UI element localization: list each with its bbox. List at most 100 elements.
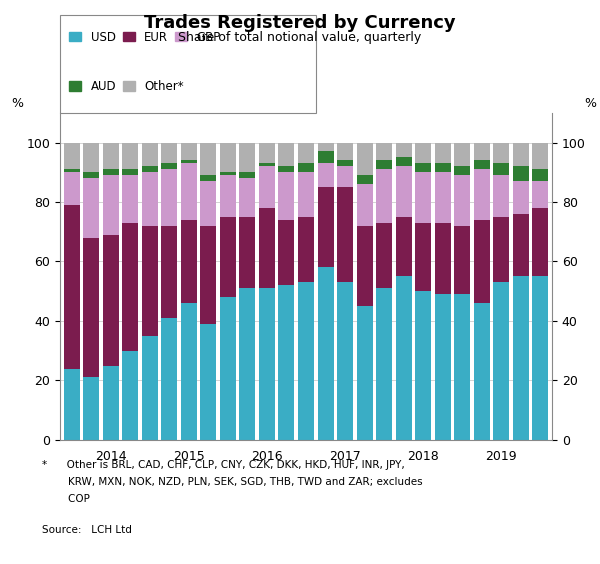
Text: %: % [584,96,596,109]
Bar [513,181,529,214]
Bar [83,178,99,237]
Bar [434,164,451,172]
Bar [200,143,217,175]
Bar [220,175,236,217]
Bar [513,276,529,440]
Text: *      Other is BRL, CAD, CHF, CLP, CNY, CZK, DKK, HKD, HUF, INR, JPY,: * Other is BRL, CAD, CHF, CLP, CNY, CZK,… [42,460,405,470]
Bar [220,217,236,297]
Bar [376,288,392,440]
Bar [259,208,275,288]
Bar [278,172,295,220]
Bar [278,285,295,440]
Bar [181,143,197,160]
Bar [298,217,314,283]
Bar [434,172,451,223]
Bar [239,172,256,178]
Bar [376,143,392,160]
Bar [103,175,119,235]
Bar [395,143,412,157]
Bar [337,187,353,283]
Bar [493,175,509,217]
Bar [83,143,99,172]
Bar [317,143,334,152]
Bar [142,143,158,166]
Bar [220,143,236,172]
Bar [317,164,334,187]
Bar [356,143,373,175]
Bar [474,220,490,303]
Bar [142,166,158,172]
Bar [454,294,470,440]
Bar [83,172,99,178]
Bar [532,276,548,440]
Bar [434,294,451,440]
Bar [434,143,451,164]
Text: Source:   LCH Ltd: Source: LCH Ltd [42,525,132,535]
Bar [376,160,392,169]
Bar [395,166,412,217]
Bar [122,143,138,169]
Bar [122,351,138,440]
Bar [415,164,431,172]
Bar [317,187,334,267]
Bar [181,220,197,303]
Bar [259,164,275,166]
Bar [83,237,99,377]
Bar [356,184,373,226]
Bar [513,166,529,181]
Bar [454,166,470,175]
Bar [298,172,314,217]
Bar [103,143,119,169]
Text: COP: COP [42,494,90,504]
Bar [434,223,451,294]
Bar [317,152,334,164]
Bar [200,226,217,324]
Bar [142,226,158,336]
Bar [337,160,353,166]
Bar [122,223,138,351]
Bar [161,318,178,440]
Bar [298,143,314,164]
Bar [474,169,490,220]
Bar [513,214,529,276]
Bar [337,166,353,187]
Bar [220,297,236,440]
Bar [122,169,138,175]
Bar [142,336,158,440]
Bar [395,217,412,276]
Bar [103,235,119,365]
Bar [376,223,392,288]
Bar [454,175,470,226]
Bar [337,283,353,440]
Bar [337,143,353,160]
Bar [532,169,548,181]
Bar [493,217,509,283]
Bar [493,164,509,175]
Bar [298,283,314,440]
Bar [474,303,490,440]
Text: KRW, MXN, NOK, NZD, PLN, SEK, SGD, THB, TWD and ZAR; excludes: KRW, MXN, NOK, NZD, PLN, SEK, SGD, THB, … [42,477,422,487]
Text: Share of total notional value, quarterly: Share of total notional value, quarterly [178,31,422,44]
Bar [161,169,178,226]
Bar [395,157,412,166]
Bar [356,226,373,306]
Bar [239,288,256,440]
Bar [142,172,158,226]
Bar [532,208,548,276]
Bar [415,143,431,164]
Bar [200,175,217,181]
Bar [103,365,119,440]
Bar [454,143,470,166]
Bar [200,181,217,226]
Bar [395,276,412,440]
Bar [317,267,334,440]
Bar [200,324,217,440]
Bar [278,166,295,172]
Bar [181,164,197,220]
Bar [298,164,314,172]
Bar [83,377,99,440]
Bar [415,172,431,223]
Bar [376,169,392,223]
Bar [239,178,256,217]
Bar [239,217,256,288]
